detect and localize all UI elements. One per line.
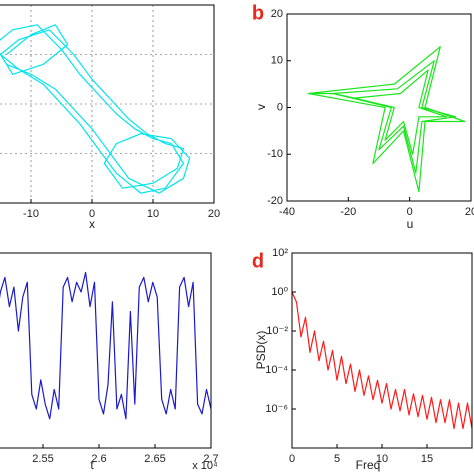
plot xyxy=(307,46,466,193)
y-axis-label: v xyxy=(254,104,268,110)
x-tick-label: 0 xyxy=(289,453,295,465)
x-tick-label: -20 xyxy=(340,206,356,218)
axes-frame xyxy=(291,252,473,449)
x-tick-label: 5 xyxy=(334,453,340,465)
panel: 0 5 10 15 10² 10⁰ 10⁻² 10⁻⁴ 10⁻⁶ Freq PSD(x) d xyxy=(252,247,473,472)
x-tick-label: 2.55 xyxy=(32,453,53,465)
x-tick-label: 10 xyxy=(147,208,159,220)
plot-area xyxy=(0,253,211,448)
y-tick-label: 10² xyxy=(272,247,288,259)
data-line xyxy=(0,24,191,194)
data-line xyxy=(307,46,466,193)
x-axis-label: Freq xyxy=(356,458,381,472)
x-tick-label: 0 xyxy=(407,206,413,218)
y-tick-label: -10 xyxy=(267,148,283,160)
x-tick-label: 20 xyxy=(465,206,474,218)
x-tick-label: -40 xyxy=(279,206,295,218)
x-tick-label: 2.7 xyxy=(203,453,218,465)
x-axis-label: t xyxy=(90,458,94,472)
axes-frame xyxy=(0,4,215,204)
data-line xyxy=(0,271,211,420)
panel-label: b xyxy=(252,2,264,24)
axes-frame xyxy=(286,13,472,202)
plot-area xyxy=(287,14,471,201)
y-tick-label: 10⁻² xyxy=(266,325,288,337)
data-line xyxy=(292,291,472,430)
x-axis-label: u xyxy=(407,217,414,231)
y-tick-label: -20 xyxy=(267,195,283,207)
x-tick-label: 20 xyxy=(208,208,220,220)
panel-label: d xyxy=(252,250,264,272)
y-tick-label: 10⁻⁴ xyxy=(265,364,288,376)
plot xyxy=(0,5,214,203)
x-tick-label: 2.65 xyxy=(144,453,165,465)
x-tick-label: 0 xyxy=(89,208,95,220)
y-tick-label: 10 xyxy=(271,55,283,67)
y-tick-label: 0 xyxy=(277,101,283,113)
panel: 2.55 2.6 2.65 2.7 t x 10⁴ xyxy=(0,252,219,472)
axes-frame xyxy=(0,252,212,449)
plot xyxy=(0,271,211,420)
y-tick-label: 10⁻⁶ xyxy=(265,403,288,415)
x-tick-label: -10 xyxy=(23,208,39,220)
x-tick-label: 10 xyxy=(376,453,388,465)
plot xyxy=(292,291,472,430)
x-tick-label: 2.6 xyxy=(91,453,106,465)
y-axis-label: PSD(x) xyxy=(254,331,268,370)
axis-multiplier: x 10⁴ xyxy=(192,460,218,472)
plot-area xyxy=(292,253,472,448)
x-axis-label: x xyxy=(89,217,95,231)
y-tick-label: 20 xyxy=(271,8,283,20)
x-tick-label: 15 xyxy=(421,453,433,465)
y-tick-label: 10⁰ xyxy=(271,286,288,298)
